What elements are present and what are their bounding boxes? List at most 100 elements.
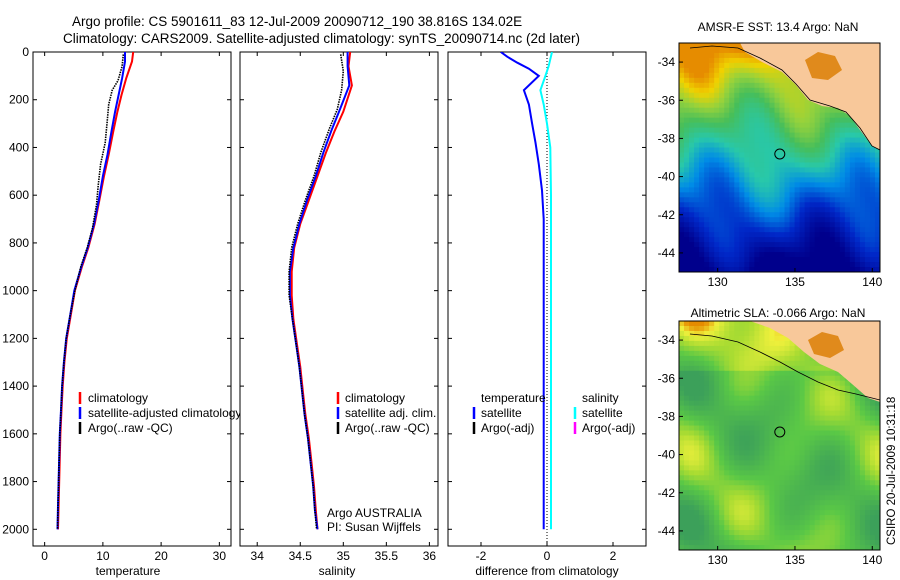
heatmap-cell: [734, 545, 740, 550]
heatmap-cell: [779, 440, 786, 447]
heatmap-cell: [804, 242, 811, 248]
heatmap-cell: [799, 157, 806, 164]
heatmap-cell: [774, 380, 781, 387]
heatmap-cell: [684, 67, 690, 74]
heatmap-cell: [859, 480, 866, 486]
heatmap-cell: [709, 137, 715, 144]
heatmap-cell: [729, 177, 735, 183]
heatmap-cell: [759, 465, 766, 471]
heatmap-cell: [809, 455, 816, 461]
heatmap-cell: [714, 102, 720, 109]
heatmap-cell: [684, 355, 690, 362]
heatmap-cell: [794, 107, 801, 114]
heatmap-cell: [764, 207, 771, 213]
heatmap-cell: [809, 395, 816, 402]
heatmap-cell: [834, 520, 841, 526]
heatmap-cell: [854, 545, 861, 550]
heatmap-cell: [759, 202, 766, 208]
heatmap-cell: [819, 530, 826, 536]
heatmap-cell: [684, 82, 690, 89]
heatmap-cell: [694, 222, 700, 228]
coastline: [689, 45, 880, 151]
heatmap-cell: [684, 232, 690, 238]
heatmap-cell: [719, 415, 725, 422]
pi-annotation: PI: Susan Wijffels: [327, 520, 421, 534]
heatmap-cell: [754, 490, 761, 496]
heatmap-cell: [809, 500, 816, 506]
heatmap-cell: [779, 152, 786, 159]
heatmap-cell: [829, 375, 836, 382]
heatmap-cell: [699, 202, 705, 208]
heatmap-cell: [864, 425, 871, 432]
heatmap-cell: [679, 262, 685, 268]
heatmap-cell: [689, 43, 695, 49]
heatmap-cell: [754, 345, 761, 352]
heatmap-cell: [729, 345, 735, 352]
heatmap-cell: [769, 470, 776, 476]
heatmap-cell: [739, 117, 745, 124]
heatmap-cell: [729, 445, 735, 452]
heatmap-cell: [759, 262, 766, 268]
heatmap-cell: [839, 445, 846, 452]
heatmap-cell: [804, 500, 811, 506]
heatmap-cell: [859, 525, 866, 531]
heatmap-cell: [874, 465, 880, 471]
heatmap-cell: [729, 237, 735, 243]
heatmap-cell: [759, 490, 766, 496]
heatmap-cell: [684, 350, 690, 357]
heatmap-cell: [824, 420, 831, 427]
heatmap-cell: [859, 212, 866, 218]
heatmap-cell: [764, 445, 771, 452]
heatmap-cell: [779, 187, 786, 193]
heatmap-cell: [794, 505, 801, 511]
heatmap-cell: [774, 142, 781, 149]
heatmap-cell: [784, 127, 791, 134]
heatmap-cell: [829, 177, 836, 183]
heatmap-cell: [704, 107, 710, 114]
heatmap-cell: [679, 122, 685, 129]
heatmap-cell: [774, 350, 781, 357]
heatmap-cell: [734, 340, 740, 347]
heatmap-cell: [804, 385, 811, 392]
heatmap-cell: [779, 420, 786, 427]
heatmap-cell: [849, 227, 856, 233]
heatmap-cell: [784, 157, 791, 164]
heatmap-cell: [739, 147, 745, 154]
heatmap-cell: [739, 202, 745, 208]
heatmap-cell: [729, 43, 735, 49]
heatmap-cell: [784, 167, 791, 174]
heatmap-cell: [769, 405, 776, 412]
heatmap-cell: [689, 465, 695, 471]
heatmap-cell: [719, 192, 725, 198]
heatmap-cell: [779, 430, 786, 437]
heatmap-cell: [864, 257, 871, 263]
heatmap-cell: [804, 127, 811, 134]
heatmap-cell: [764, 350, 771, 357]
heatmap-cell: [784, 440, 791, 447]
heatmap-cell: [794, 470, 801, 476]
heatmap-cell: [699, 172, 705, 179]
heatmap-cell: [779, 267, 786, 272]
heatmap-cell: [714, 87, 720, 94]
heatmap-cell: [789, 227, 796, 233]
heatmap-cell: [749, 242, 755, 248]
heatmap-cell: [694, 132, 700, 139]
heatmap-cell: [699, 122, 705, 129]
heatmap-cell: [864, 197, 871, 203]
heatmap-cell: [739, 252, 745, 258]
heatmap-cell: [769, 82, 776, 89]
heatmap-cell: [699, 152, 705, 159]
heatmap-cell: [854, 395, 861, 402]
heatmap-cell: [849, 132, 856, 139]
heatmap-cell: [744, 480, 750, 486]
heatmap-cell: [754, 470, 761, 476]
heatmap-cell: [689, 395, 695, 402]
heatmap-cell: [679, 540, 685, 546]
heatmap-cell: [784, 495, 791, 501]
heatmap-cell: [764, 232, 771, 238]
heatmap-cell: [694, 321, 700, 327]
heatmap-cell: [699, 355, 705, 362]
heatmap-cell: [844, 227, 851, 233]
heatmap-cell: [779, 535, 786, 541]
heatmap-cell: [689, 515, 695, 521]
